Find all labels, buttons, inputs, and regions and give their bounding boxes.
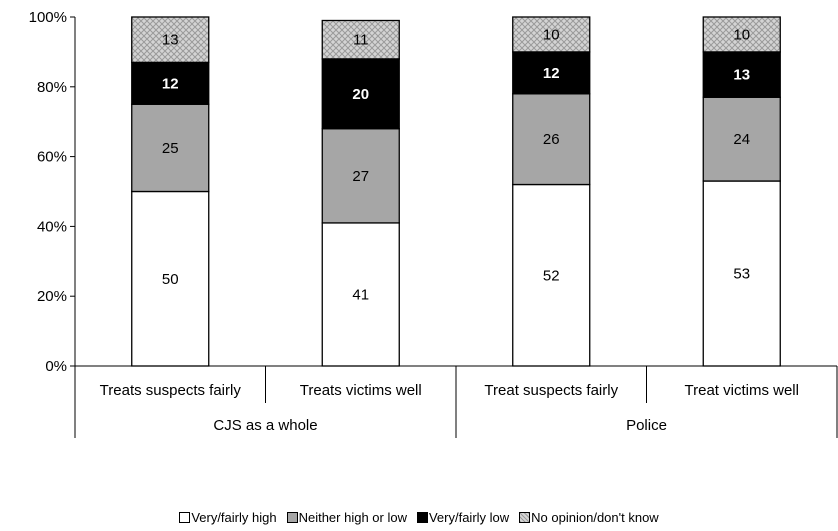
data-label: 52 (543, 267, 560, 284)
legend-item: Neither high or low (286, 510, 407, 525)
legend: Very/fairly high Neither high or low Very/… (0, 510, 838, 525)
bar-segment (131, 16, 210, 64)
data-label: 13 (162, 32, 179, 49)
bar-segment (702, 96, 781, 182)
data-label: 11 (353, 32, 369, 49)
y-tick-label: 0% (45, 358, 67, 375)
bar-segment (512, 16, 591, 53)
bar-segment (321, 19, 400, 60)
legend-item: No opinion/don't know (519, 510, 659, 525)
bar-segment (702, 51, 781, 98)
y-tick-label: 100% (29, 9, 67, 26)
group-label: CJS as a whole (213, 417, 317, 434)
bar-segment (321, 58, 400, 130)
bar-segment (131, 61, 210, 105)
bar-segment (512, 93, 591, 186)
bar-segment (131, 103, 210, 193)
bar-segment (702, 180, 781, 367)
legend-label: Neither high or low (298, 510, 407, 525)
y-tick-label: 40% (37, 218, 67, 235)
legend-label: Very/fairly low (428, 510, 510, 525)
group-label: Police (626, 417, 667, 434)
bar-stack: 50 25 12 13 (131, 16, 210, 367)
y-tick-label: 20% (37, 288, 67, 305)
legend-label: No opinion/don't know (531, 510, 659, 525)
bar-segment (702, 16, 781, 53)
legend-item: Very/fairly high (179, 510, 277, 525)
data-label: 12 (162, 75, 179, 92)
data-label: 50 (162, 271, 179, 288)
y-axis: 0% 20% 40% 60% 80% 100% (29, 9, 76, 375)
legend-swatch (416, 512, 428, 523)
bar-stack: 53 24 13 10 (702, 16, 781, 367)
bar-segment (321, 128, 400, 224)
data-label: 10 (543, 26, 560, 43)
x-tick-label: Treats victims well (300, 382, 422, 399)
data-label: 41 (352, 286, 369, 303)
bar-segment (512, 51, 591, 95)
data-label: 20 (352, 86, 369, 103)
bars: 50 25 12 13 41 27 20 11 52 26 12 10 53 24 13 10 (131, 16, 781, 367)
y-tick-label: 80% (37, 79, 67, 96)
data-label: 10 (733, 26, 750, 43)
data-label: 27 (352, 168, 369, 185)
y-tick-label: 60% (37, 149, 67, 166)
data-label: 13 (733, 67, 750, 84)
x-axis: Treats suspects fairly Treats victims wel… (74, 365, 838, 438)
x-tick-label: Treats suspects fairly (100, 382, 242, 399)
x-tick-label: Treat suspects fairly (484, 382, 618, 399)
bar-stack: 52 26 12 10 (512, 16, 591, 367)
legend-swatch (286, 512, 298, 523)
bar-stack: 41 27 20 11 (321, 19, 400, 367)
data-label: 25 (162, 140, 179, 157)
data-label: 12 (543, 65, 560, 82)
legend-item: Very/fairly low (416, 510, 510, 525)
legend-label: Very/fairly high (191, 510, 277, 525)
legend-swatch (179, 512, 191, 523)
data-label: 24 (733, 131, 750, 148)
x-tick-label: Treat victims well (685, 382, 799, 399)
bar-segment (321, 222, 400, 367)
data-label: 53 (733, 266, 750, 283)
data-label: 26 (543, 131, 560, 148)
legend-swatch (519, 512, 531, 523)
